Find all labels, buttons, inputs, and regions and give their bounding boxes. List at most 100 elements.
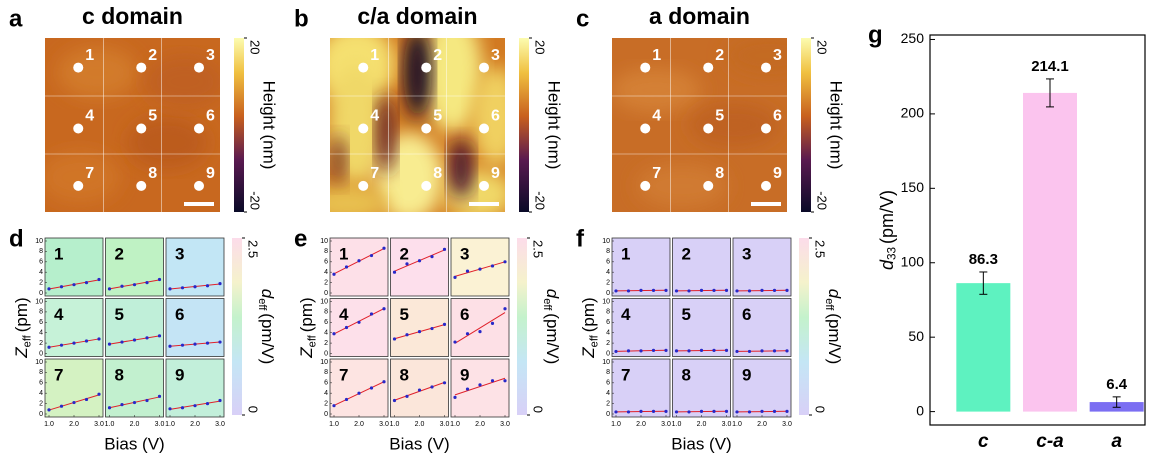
x-tick-label: 1.0 — [44, 421, 54, 428]
subscript: eff — [21, 334, 33, 347]
data-point — [218, 282, 221, 285]
data-point — [675, 410, 678, 413]
value-label: 86.3 — [969, 251, 998, 268]
y-tick-label: 10 — [320, 359, 328, 366]
data-point — [478, 383, 481, 386]
probe-point — [421, 181, 431, 191]
symbol: Z — [12, 347, 31, 359]
y-axis-label: Zeff(pm) — [297, 297, 318, 358]
colorbar-tick-label: 20 — [533, 40, 548, 54]
x-tick-label: 3.0 — [94, 421, 104, 428]
data-point — [218, 340, 221, 343]
unit: (pm) — [579, 297, 598, 332]
data-point — [405, 262, 408, 265]
data-point — [735, 410, 738, 413]
y-tick-label: 4 — [39, 269, 43, 276]
y-tick-label: 6 — [324, 380, 328, 387]
y-tick-label: 0 — [606, 350, 610, 357]
x-tick-label: 1.0 — [390, 421, 400, 428]
colorbar — [799, 238, 809, 415]
data-point — [664, 410, 667, 413]
y-tick-label: 6 — [39, 380, 43, 387]
colorbar-tick-label: 0 — [813, 406, 828, 413]
x-tick-label: 2.0 — [69, 421, 79, 428]
y-tick-label: 4 — [324, 330, 328, 337]
data-point — [652, 289, 655, 292]
map: 123456789 — [611, 33, 815, 212]
x-tick-label: 3.0 — [440, 421, 450, 428]
data-point — [503, 379, 506, 382]
data-point — [97, 337, 100, 340]
colorbar-tick-label: -20 — [815, 191, 830, 210]
subplot-label: 3 — [175, 244, 184, 263]
data-point — [133, 283, 136, 286]
data-point — [773, 289, 776, 292]
subplot-label: 7 — [54, 365, 63, 384]
y-tick-label: 4 — [606, 390, 610, 397]
y-tick-label: 4 — [606, 269, 610, 276]
panel-letter: c — [576, 5, 589, 32]
point-label: 3 — [491, 47, 500, 64]
data-point — [97, 393, 100, 396]
data-point — [72, 401, 75, 404]
data-point — [491, 264, 494, 267]
y-tick-label: 10 — [602, 238, 610, 245]
map-texture — [449, 139, 473, 199]
data-point — [760, 349, 763, 352]
symbol: Z — [297, 347, 316, 359]
data-point — [85, 281, 88, 284]
y-tick-label: 6 — [324, 259, 328, 266]
y-tick-label: 100 — [901, 253, 925, 269]
data-point — [393, 337, 396, 340]
data-point — [453, 340, 456, 343]
subplot-label: 5 — [682, 305, 691, 324]
data-point — [443, 248, 446, 251]
colorbar-tick-label: 2.5 — [246, 240, 261, 258]
colorbar-tick-label: 2.5 — [531, 240, 546, 258]
y-tick-label: 0 — [606, 411, 610, 418]
y-tick-label: 2 — [606, 400, 610, 407]
data-point — [478, 267, 481, 270]
data-point — [664, 349, 667, 352]
probe-point — [136, 123, 146, 133]
point-label: 1 — [85, 47, 94, 64]
y-tick-label: 0 — [324, 350, 328, 357]
probe-point — [479, 63, 489, 73]
x-tick-label: 3.0 — [215, 421, 225, 428]
data-point — [345, 265, 348, 268]
map: 123456789 — [308, 13, 522, 224]
subplot-label: 1 — [339, 244, 348, 263]
data-point — [370, 386, 373, 389]
point-label: 6 — [773, 108, 782, 125]
data-point — [133, 401, 136, 404]
data-point — [332, 332, 335, 335]
subplot-label: 2 — [400, 244, 409, 263]
data-point — [725, 410, 728, 413]
probe-point — [703, 63, 713, 73]
x-tick-label: a — [1111, 431, 1122, 452]
point-label: 9 — [206, 165, 215, 182]
probe-point — [194, 63, 204, 73]
probe-point — [640, 63, 650, 73]
x-tick-label: 1.0 — [611, 421, 621, 428]
data-point — [748, 289, 751, 292]
data-point — [712, 410, 715, 413]
subplot-label: 1 — [54, 244, 63, 263]
x-tick-label: 1.0 — [165, 421, 175, 428]
y-tick-label: 4 — [39, 390, 43, 397]
point-label: 7 — [85, 165, 94, 182]
y-tick-label: 4 — [606, 330, 610, 337]
colorbar-tick-label: -20 — [248, 191, 263, 210]
point-label: 7 — [370, 165, 379, 182]
data-point — [687, 410, 690, 413]
data-point — [675, 349, 678, 352]
panel-letter: f — [576, 225, 585, 252]
x-tick-label: 1.0 — [450, 421, 460, 428]
bar — [956, 283, 1010, 411]
x-tick-label: 2.0 — [415, 421, 425, 428]
data-point — [735, 350, 738, 353]
y-tick-label: 2 — [39, 279, 43, 286]
y-tick-label: 8 — [324, 369, 328, 376]
probe-point — [761, 181, 771, 191]
point-label: 6 — [491, 108, 500, 125]
